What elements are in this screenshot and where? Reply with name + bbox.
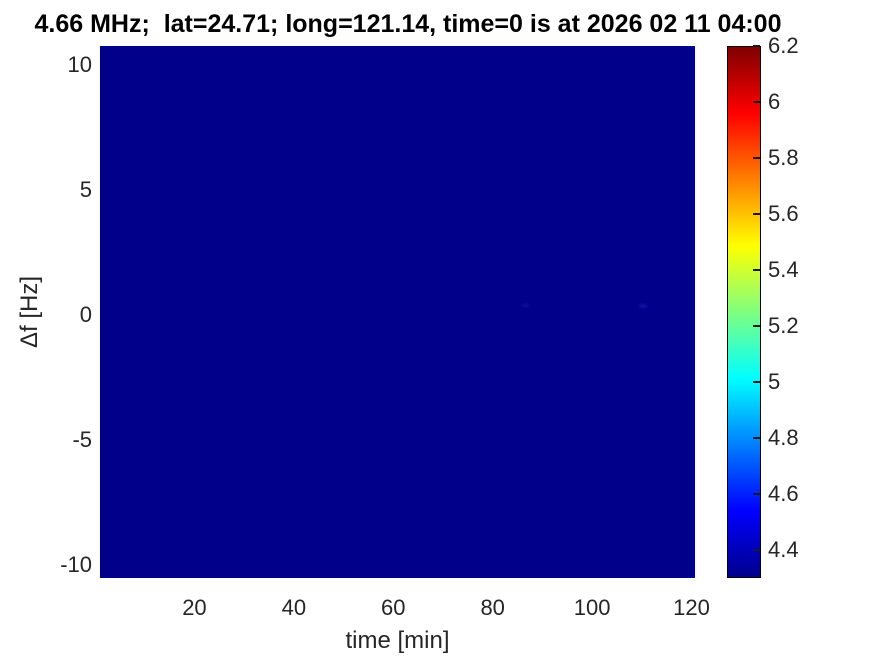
x-tick-label: 60 bbox=[381, 595, 406, 620]
colorbar-tick-label: 5.2 bbox=[768, 313, 799, 338]
colorbar-tick-label: 6.2 bbox=[768, 33, 799, 58]
colorbar-tick bbox=[753, 101, 760, 103]
colorbar bbox=[727, 46, 761, 578]
heatmap-feature-dot bbox=[521, 303, 529, 307]
colorbar-tick-label: 5.4 bbox=[768, 257, 799, 282]
x-tick-label: 80 bbox=[480, 595, 505, 620]
colorbar-tick bbox=[753, 269, 760, 271]
colorbar-tick-label: 4.4 bbox=[768, 537, 799, 562]
x-tick-label: 120 bbox=[673, 595, 710, 620]
colorbar-tick bbox=[753, 45, 760, 47]
colorbar-tick-label: 4.8 bbox=[768, 425, 799, 450]
colorbar-tick-label: 4.6 bbox=[768, 481, 799, 506]
colorbar-tick-label: 5 bbox=[768, 369, 781, 394]
colorbar-tick bbox=[753, 157, 760, 159]
colorbar-tick-label: 6 bbox=[768, 89, 781, 114]
colorbar-tick bbox=[753, 213, 760, 215]
colorbar-tick bbox=[753, 549, 760, 551]
colorbar-tick-label: 5.8 bbox=[768, 145, 799, 170]
y-tick-label: 10 bbox=[67, 51, 92, 77]
colorbar-tick bbox=[753, 381, 760, 383]
x-tick-label: 100 bbox=[573, 595, 611, 620]
x-tick-label: 40 bbox=[281, 595, 307, 620]
colorbar-tick bbox=[753, 325, 760, 327]
y-tick-label: -10 bbox=[60, 552, 92, 578]
colorbar-tick bbox=[753, 437, 760, 439]
x-tick-label: 20 bbox=[182, 595, 207, 620]
colorbar-tick-label: 5.6 bbox=[768, 201, 799, 226]
y-tick-label: -5 bbox=[72, 427, 92, 453]
heatmap-feature-dot bbox=[638, 304, 647, 309]
y-tick-label: 5 bbox=[79, 176, 92, 202]
heatmap-plot-area bbox=[100, 46, 695, 578]
colorbar-tick bbox=[753, 493, 760, 495]
y-tick-label: 0 bbox=[79, 302, 92, 328]
x-axis-label: time [min] bbox=[345, 627, 450, 654]
plot-title: 4.66 MHz; lat=24.71; long=121.14, time=0… bbox=[34, 10, 782, 38]
